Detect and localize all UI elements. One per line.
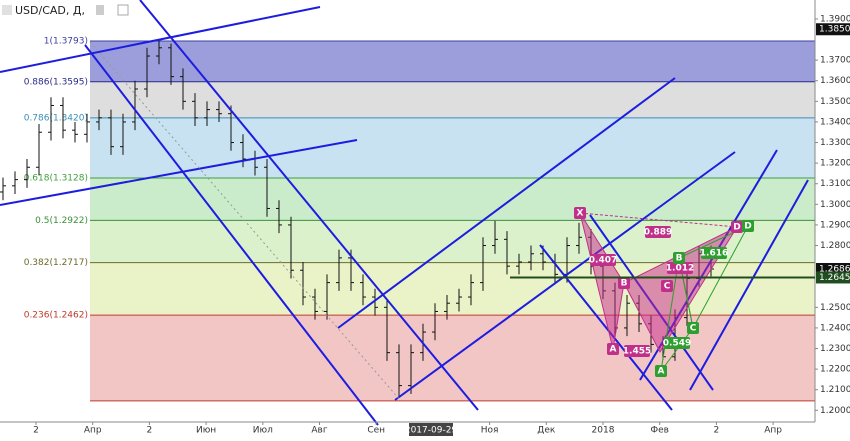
pattern-label: A [610, 345, 617, 355]
x-tick-label: 2018 [592, 426, 615, 436]
fib-zone [90, 40, 815, 82]
y-tick-label: 1.2500 [820, 303, 850, 313]
pattern-label: 1.455 [623, 347, 651, 357]
x-tick-label: Сен [367, 426, 385, 436]
fib-label: 0.786(1.3420) [24, 113, 88, 123]
y-tick-label: 1.3700 [820, 56, 850, 66]
x-tick-label: Июн [196, 426, 216, 436]
pattern-label: A [658, 367, 665, 377]
pattern-label-box [687, 322, 699, 334]
pattern-label: X [577, 209, 584, 219]
x-tick-label: Июл [253, 426, 273, 436]
trend-line [337, 77, 676, 329]
x-tick-label: 2 [147, 426, 153, 436]
pattern-label-box [667, 262, 693, 274]
fib-label: 0.5(1.2922) [35, 216, 88, 226]
trend-line [689, 179, 809, 391]
pattern-label: 0.407 [589, 256, 617, 266]
price-label-box [816, 23, 850, 36]
y-tick-label: 1.2400 [820, 323, 850, 333]
cursor-date-box [409, 423, 453, 436]
icon[interactable] [117, 4, 129, 16]
x-tick-label: 2 [714, 426, 720, 436]
y-tick-label: 1.3600 [820, 76, 850, 86]
fib-trend [89, 41, 401, 401]
pattern-label: 0.889 [644, 228, 672, 238]
fib-zone [90, 117, 815, 178]
fib-label: 1(1.3793) [44, 36, 88, 46]
axes: 1.3900 1.3700 1.3600 1.3500 1.3400 1.3300 1.32… [33, 14, 850, 436]
pattern-labels: X A B C D 0.407 1.455 1.012 0.889 A B C D 1.616 0.549 [574, 207, 754, 377]
pattern-label: B [621, 279, 628, 289]
pattern-label: C [664, 282, 671, 292]
pattern-triangle [579, 212, 625, 350]
pattern-label: C [690, 324, 697, 334]
y-tick-label: 1.3100 [820, 179, 850, 189]
y-tick-label: 1.2000 [820, 406, 850, 416]
x-tick-label: Апр [84, 426, 102, 436]
pattern-label-box [574, 207, 586, 219]
drawings [0, 0, 809, 426]
fib-zone [90, 81, 815, 118]
pattern-label-box [701, 247, 727, 259]
pattern-label-box [655, 365, 667, 377]
pattern-label-box [661, 280, 673, 292]
trend-line [539, 244, 673, 411]
y-tick-label: 1.3400 [820, 117, 850, 127]
pattern-label: 1.616 [700, 249, 728, 259]
y-tick-label: 1.3300 [820, 138, 850, 148]
x-tick-label: Ноя [481, 426, 499, 436]
fib-zone [90, 177, 815, 221]
trend-line [0, 6, 321, 73]
pattern-label: 1.012 [666, 264, 694, 274]
trend-line [84, 44, 379, 426]
y-tick-label: 1.2900 [820, 220, 850, 230]
pattern-label-box [607, 343, 619, 355]
y-tick-label: 1.3200 [820, 159, 850, 169]
pattern-label-box [624, 345, 650, 357]
icon[interactable] [96, 5, 104, 15]
fib-label: 0.382(1.2717) [24, 258, 88, 268]
pattern-label-box [664, 337, 690, 349]
fibonacci: 1(1.3793) 0.886(1.3595) 0.786(1.3420) 0.618… [24, 36, 815, 402]
y-tick-label: 1.2300 [820, 344, 850, 354]
trend-line [0, 139, 358, 206]
pattern-label-box [742, 220, 754, 232]
pattern-label: B [676, 254, 683, 264]
y-tick-label: 1.2100 [820, 385, 850, 395]
fib-label: 0.618(1.3128) [24, 173, 88, 183]
pattern-label-box [645, 226, 671, 238]
price-label-box [816, 271, 850, 284]
x-tick-label: 2 [33, 426, 39, 436]
y-tick-label: 1.3500 [820, 97, 850, 107]
x-tick-label: Дек [537, 426, 556, 436]
pattern-label: D [733, 223, 740, 233]
price-label: 1.2686 [819, 265, 850, 275]
pattern-label-box [618, 277, 630, 289]
pattern-label-box [673, 252, 685, 264]
pattern-label: 0.549 [663, 339, 691, 349]
pattern-label-box [731, 221, 743, 233]
icon[interactable] [2, 5, 12, 15]
pattern-label-box [590, 254, 616, 266]
y-tick-label: 1.2800 [820, 241, 850, 251]
trend-line [139, 0, 479, 411]
x-tick-label: Апр [764, 426, 782, 436]
cursor-date: 2017-09-29 [405, 426, 458, 436]
price-axis [815, 0, 850, 437]
chart-title: USD/CAD, Д, [15, 4, 85, 17]
price-label: 1.3850 [819, 25, 850, 35]
fib-label: 0.236(1.2462) [24, 311, 88, 321]
y-tick-label: 1.3000 [820, 200, 850, 210]
x-tick-label: Авг [311, 426, 327, 436]
y-tick-label: 1.3900 [820, 14, 850, 24]
x-tick-label: Фев [650, 426, 669, 436]
pattern-line [579, 212, 738, 228]
fib-label: 0.886(1.3595) [24, 77, 88, 87]
pattern-label: D [744, 222, 751, 232]
y-tick-label: 1.2200 [820, 365, 850, 375]
price-label: 1.2645 [819, 273, 850, 283]
